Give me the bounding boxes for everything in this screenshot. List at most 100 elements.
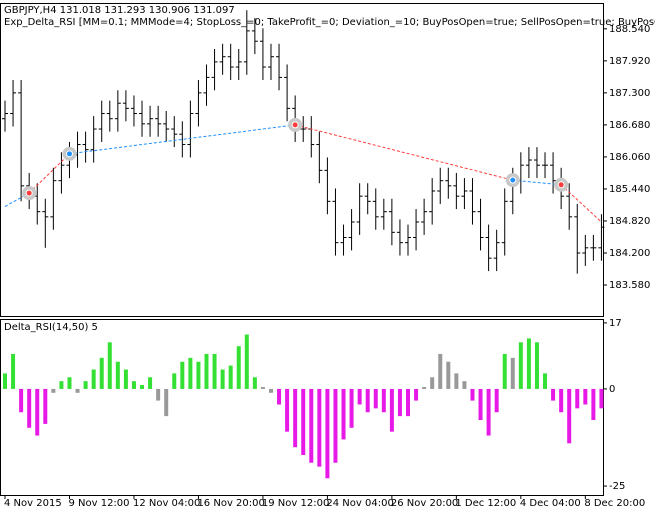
histogram-bar (446, 361, 451, 389)
histogram-bar (526, 338, 531, 389)
histogram-bar (317, 388, 322, 467)
y-tick-label: -25 (609, 481, 625, 492)
histogram-bar (502, 353, 507, 389)
histogram-bar (59, 381, 64, 389)
x-tick-label: 4 Nov 2015 (4, 498, 62, 509)
histogram-bar (414, 388, 419, 401)
signal-line (560, 184, 602, 223)
y-tick-label: 184.200 (609, 248, 650, 259)
signal-marker (509, 176, 517, 184)
x-tick-label: 4 Dec 04:00 (520, 498, 581, 509)
histogram-bar (19, 388, 24, 413)
x-tick-label: 1 Dec 12:00 (455, 498, 516, 509)
histogram-bar (220, 369, 225, 389)
y-tick-label: 186.060 (609, 152, 650, 163)
histogram-bar (277, 388, 282, 405)
histogram-bar (140, 385, 145, 389)
y-tick-label: 187.300 (609, 88, 650, 99)
histogram-bar (486, 388, 491, 436)
signal-line (28, 153, 70, 194)
histogram-bar (534, 342, 539, 389)
histogram-bar (478, 388, 483, 421)
signal-line (512, 179, 562, 186)
indicator-panel (0, 319, 604, 496)
chart-title: GBPJPY,H4 131.018 131.293 130.906 131.09… (4, 5, 235, 16)
y-tick-label: 183.580 (609, 280, 650, 291)
signal-marker (65, 150, 73, 158)
histogram-bar (91, 369, 96, 389)
x-tick-label: 16 Nov 20:00 (197, 498, 264, 509)
signal-marker (557, 181, 565, 189)
histogram-bar (583, 388, 588, 405)
expert-parameters: Exp_Delta_RSI [MM=0.1; MMMode=4; StopLos… (4, 17, 655, 28)
histogram-bar (301, 388, 306, 455)
y-tick-label: 187.920 (609, 56, 650, 67)
y-tick-label: 0 (609, 384, 615, 395)
histogram-bar (11, 353, 16, 389)
histogram-bar (373, 388, 378, 409)
signal-line (69, 124, 296, 155)
histogram-bar (107, 342, 112, 389)
histogram-bar (381, 388, 386, 413)
x-tick-label: 19 Nov 12:00 (262, 498, 329, 509)
indicator-title: Delta_RSI(14,50) 5 (4, 322, 98, 333)
histogram-bar (357, 388, 362, 405)
histogram-bar (470, 388, 475, 401)
y-tick-label: 17 (609, 318, 622, 329)
y-tick-label: 186.680 (609, 120, 650, 131)
price-panel (0, 3, 604, 317)
histogram-bar (123, 369, 128, 389)
histogram-bar (406, 388, 410, 417)
histogram-bar (325, 388, 330, 479)
histogram-bar (510, 357, 515, 389)
histogram-bar (115, 361, 120, 389)
histogram-bar (252, 377, 257, 389)
histogram-bar (35, 388, 40, 436)
histogram-bar (148, 377, 153, 389)
histogram-bar (51, 388, 56, 393)
histogram-bar (164, 388, 169, 417)
histogram-bar (293, 388, 298, 448)
histogram-bar (397, 388, 402, 417)
histogram-bar (83, 381, 88, 389)
histogram-bar (341, 388, 346, 440)
x-tick-label: 26 Nov 20:00 (391, 498, 458, 509)
histogram-bar (180, 361, 185, 389)
x-tick-label: 24 Nov 04:00 (326, 498, 393, 509)
histogram-bar (518, 342, 523, 389)
histogram-bar (75, 388, 80, 393)
histogram-bar (309, 388, 314, 463)
histogram-bar (268, 388, 273, 393)
y-tick-label: 185.440 (609, 184, 650, 195)
histogram-bar (156, 388, 161, 401)
histogram-bar (228, 365, 233, 389)
histogram-bar (438, 353, 443, 389)
histogram-bar (462, 381, 467, 389)
histogram-bar (196, 361, 201, 389)
histogram-bar (188, 357, 193, 389)
histogram-bar (599, 388, 604, 409)
histogram-bar (3, 373, 7, 389)
y-tick-label: 184.820 (609, 216, 650, 227)
histogram-bar (349, 388, 354, 428)
x-tick-label: 8 Dec 20:00 (584, 498, 645, 509)
histogram-bar (260, 386, 265, 389)
histogram-bar (212, 353, 217, 389)
histogram-bar (99, 357, 104, 389)
histogram-bar (430, 377, 435, 389)
histogram-bar (494, 388, 499, 413)
histogram-bar (389, 388, 394, 432)
histogram-bar (172, 373, 177, 389)
y-tick-label: 188.540 (609, 24, 650, 35)
signal-marker (25, 189, 33, 197)
histogram-bar (204, 353, 209, 389)
histogram-bar (27, 388, 32, 428)
signal-marker (291, 121, 299, 129)
histogram-bar (559, 388, 564, 413)
histogram-bar (365, 388, 370, 413)
histogram-bar (285, 388, 290, 432)
histogram-bar (591, 388, 596, 421)
x-tick-label: 12 Nov 04:00 (133, 498, 200, 509)
x-tick-label: 9 Nov 12:00 (68, 498, 129, 509)
